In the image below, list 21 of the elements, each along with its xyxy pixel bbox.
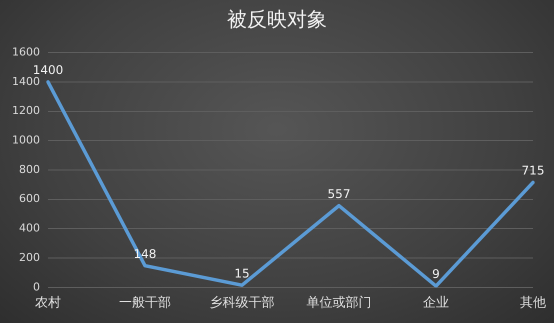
y-tick-label: 400 (18, 222, 40, 235)
y-tick-label: 1400 (12, 74, 40, 88)
data-label: 715 (522, 164, 544, 178)
y-tick-label: 1200 (12, 104, 40, 118)
chart-title: 被反映对象 (226, 6, 328, 33)
x-tick-label: 其他 (520, 296, 546, 311)
y-tick-label: 600 (18, 192, 40, 206)
data-label: 9 (432, 267, 440, 282)
y-tick-label: 0 (32, 280, 40, 294)
x-tick-label: 企业 (423, 296, 449, 311)
x-tick-label: 乡科级干部 (209, 296, 274, 311)
y-tick-label: 1000 (12, 134, 40, 147)
data-label: 557 (328, 186, 350, 201)
y-tick-label: 1600 (12, 45, 40, 58)
data-label: 15 (234, 266, 250, 280)
x-tick-label: 单位或部门 (306, 294, 372, 311)
y-tick-label: 800 (18, 162, 40, 176)
y-tick-label: 200 (18, 250, 40, 264)
x-tick-label: 农村 (34, 296, 61, 311)
data-label: 1400 (32, 63, 64, 78)
x-tick-label: 一般干部 (118, 296, 171, 311)
